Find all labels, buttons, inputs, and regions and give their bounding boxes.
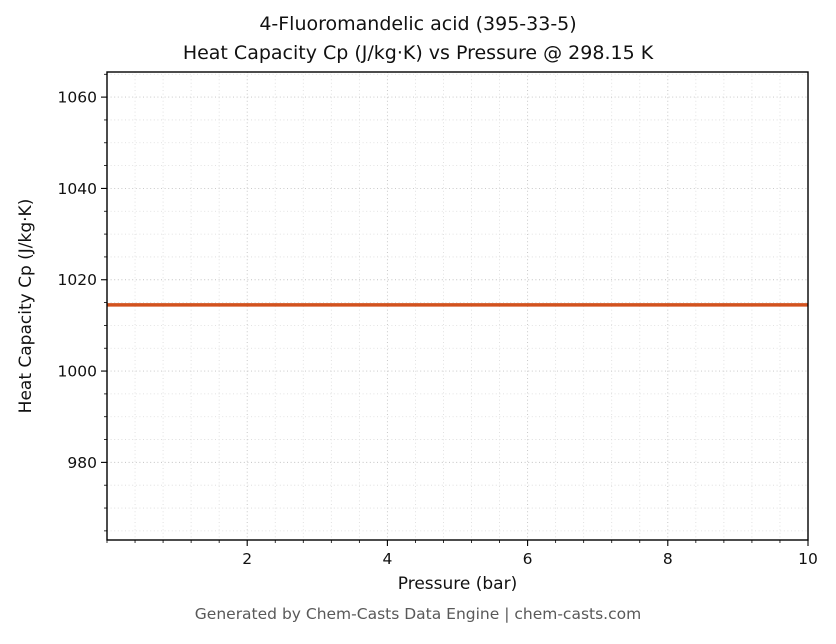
- footer-attribution: Generated by Chem-Casts Data Engine | ch…: [194, 605, 642, 623]
- svg-text:1020: 1020: [58, 271, 97, 289]
- svg-text:1040: 1040: [58, 180, 97, 198]
- svg-text:980: 980: [67, 454, 97, 472]
- svg-text:2: 2: [242, 550, 252, 568]
- chart-title-line2: Heat Capacity Cp (J/kg·K) vs Pressure @ …: [182, 42, 654, 64]
- y-axis-label: Heat Capacity Cp (J/kg·K): [16, 198, 36, 414]
- svg-text:4: 4: [382, 550, 392, 568]
- chart-title-line1: 4-Fluoromandelic acid (395-33-5): [259, 13, 577, 35]
- svg-text:1060: 1060: [58, 89, 97, 107]
- chart-title: 4-Fluoromandelic acid (395-33-5) Heat Ca…: [0, 10, 836, 68]
- svg-text:10: 10: [798, 550, 818, 568]
- svg-text:6: 6: [523, 550, 533, 568]
- svg-text:1000: 1000: [58, 363, 97, 381]
- x-axis-label: Pressure (bar): [397, 574, 518, 594]
- svg-text:8: 8: [663, 550, 673, 568]
